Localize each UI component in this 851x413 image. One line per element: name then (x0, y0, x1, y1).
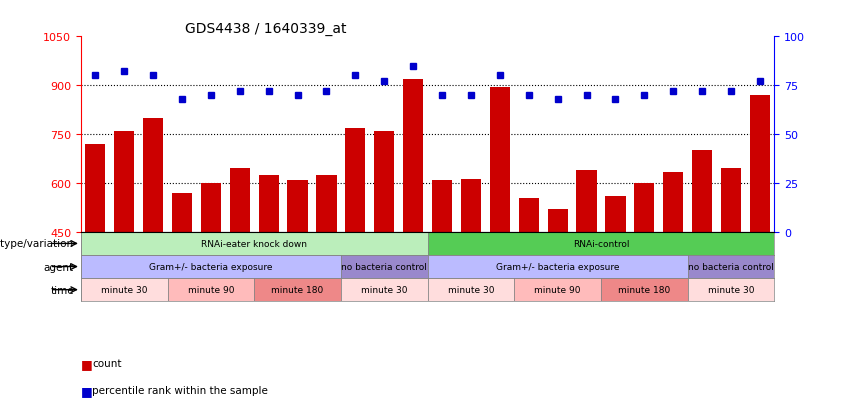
Bar (461, 179, 481, 379)
Text: percentile rank within the sample: percentile rank within the sample (92, 385, 268, 395)
Bar (518, 198, 539, 379)
Bar (374, 131, 394, 379)
Bar (81, 278, 168, 301)
Bar (81, 232, 428, 255)
Text: time: time (50, 285, 74, 295)
Bar (692, 151, 712, 379)
Text: Gram+/- bacteria exposure: Gram+/- bacteria exposure (496, 262, 620, 271)
Text: count: count (92, 358, 122, 368)
Bar (346, 128, 365, 379)
Bar (254, 278, 341, 301)
Text: minute 90: minute 90 (534, 285, 581, 294)
Bar (576, 171, 597, 379)
Bar (490, 88, 510, 379)
Text: minute 30: minute 30 (448, 285, 494, 294)
Bar (601, 278, 688, 301)
Bar (168, 278, 254, 301)
Bar (143, 119, 163, 379)
Bar (427, 278, 514, 301)
Text: ■: ■ (81, 357, 93, 370)
Bar (432, 180, 452, 379)
Text: ■: ■ (81, 384, 93, 397)
Bar (663, 172, 683, 379)
Bar (114, 131, 134, 379)
Bar (514, 278, 601, 301)
Bar (288, 180, 308, 379)
Bar (85, 145, 106, 379)
Bar (230, 169, 250, 379)
Text: agent: agent (43, 262, 74, 272)
Text: minute 180: minute 180 (271, 285, 323, 294)
Bar (605, 197, 625, 379)
Bar (547, 209, 568, 379)
Bar (427, 232, 774, 255)
Bar (259, 176, 279, 379)
Text: RNAi-control: RNAi-control (573, 240, 629, 248)
Text: minute 180: minute 180 (618, 285, 671, 294)
Text: minute 30: minute 30 (101, 285, 147, 294)
Bar (341, 255, 427, 278)
Bar (634, 183, 654, 379)
Text: genotype/variation: genotype/variation (0, 239, 74, 249)
Bar (172, 194, 192, 379)
Bar (721, 169, 741, 379)
Bar (688, 255, 774, 278)
Bar (81, 255, 341, 278)
Text: Gram+/- bacteria exposure: Gram+/- bacteria exposure (149, 262, 272, 271)
Bar (688, 278, 774, 301)
Bar (427, 255, 688, 278)
Text: GDS4438 / 1640339_at: GDS4438 / 1640339_at (185, 22, 346, 36)
Text: no bacteria control: no bacteria control (341, 262, 427, 271)
Text: minute 90: minute 90 (187, 285, 234, 294)
Text: no bacteria control: no bacteria control (688, 262, 774, 271)
Bar (317, 176, 337, 379)
Text: minute 30: minute 30 (361, 285, 408, 294)
Bar (750, 96, 770, 379)
Bar (403, 79, 423, 379)
Text: RNAi-eater knock down: RNAi-eater knock down (201, 240, 307, 248)
Text: minute 30: minute 30 (708, 285, 754, 294)
Bar (341, 278, 427, 301)
Bar (201, 183, 221, 379)
